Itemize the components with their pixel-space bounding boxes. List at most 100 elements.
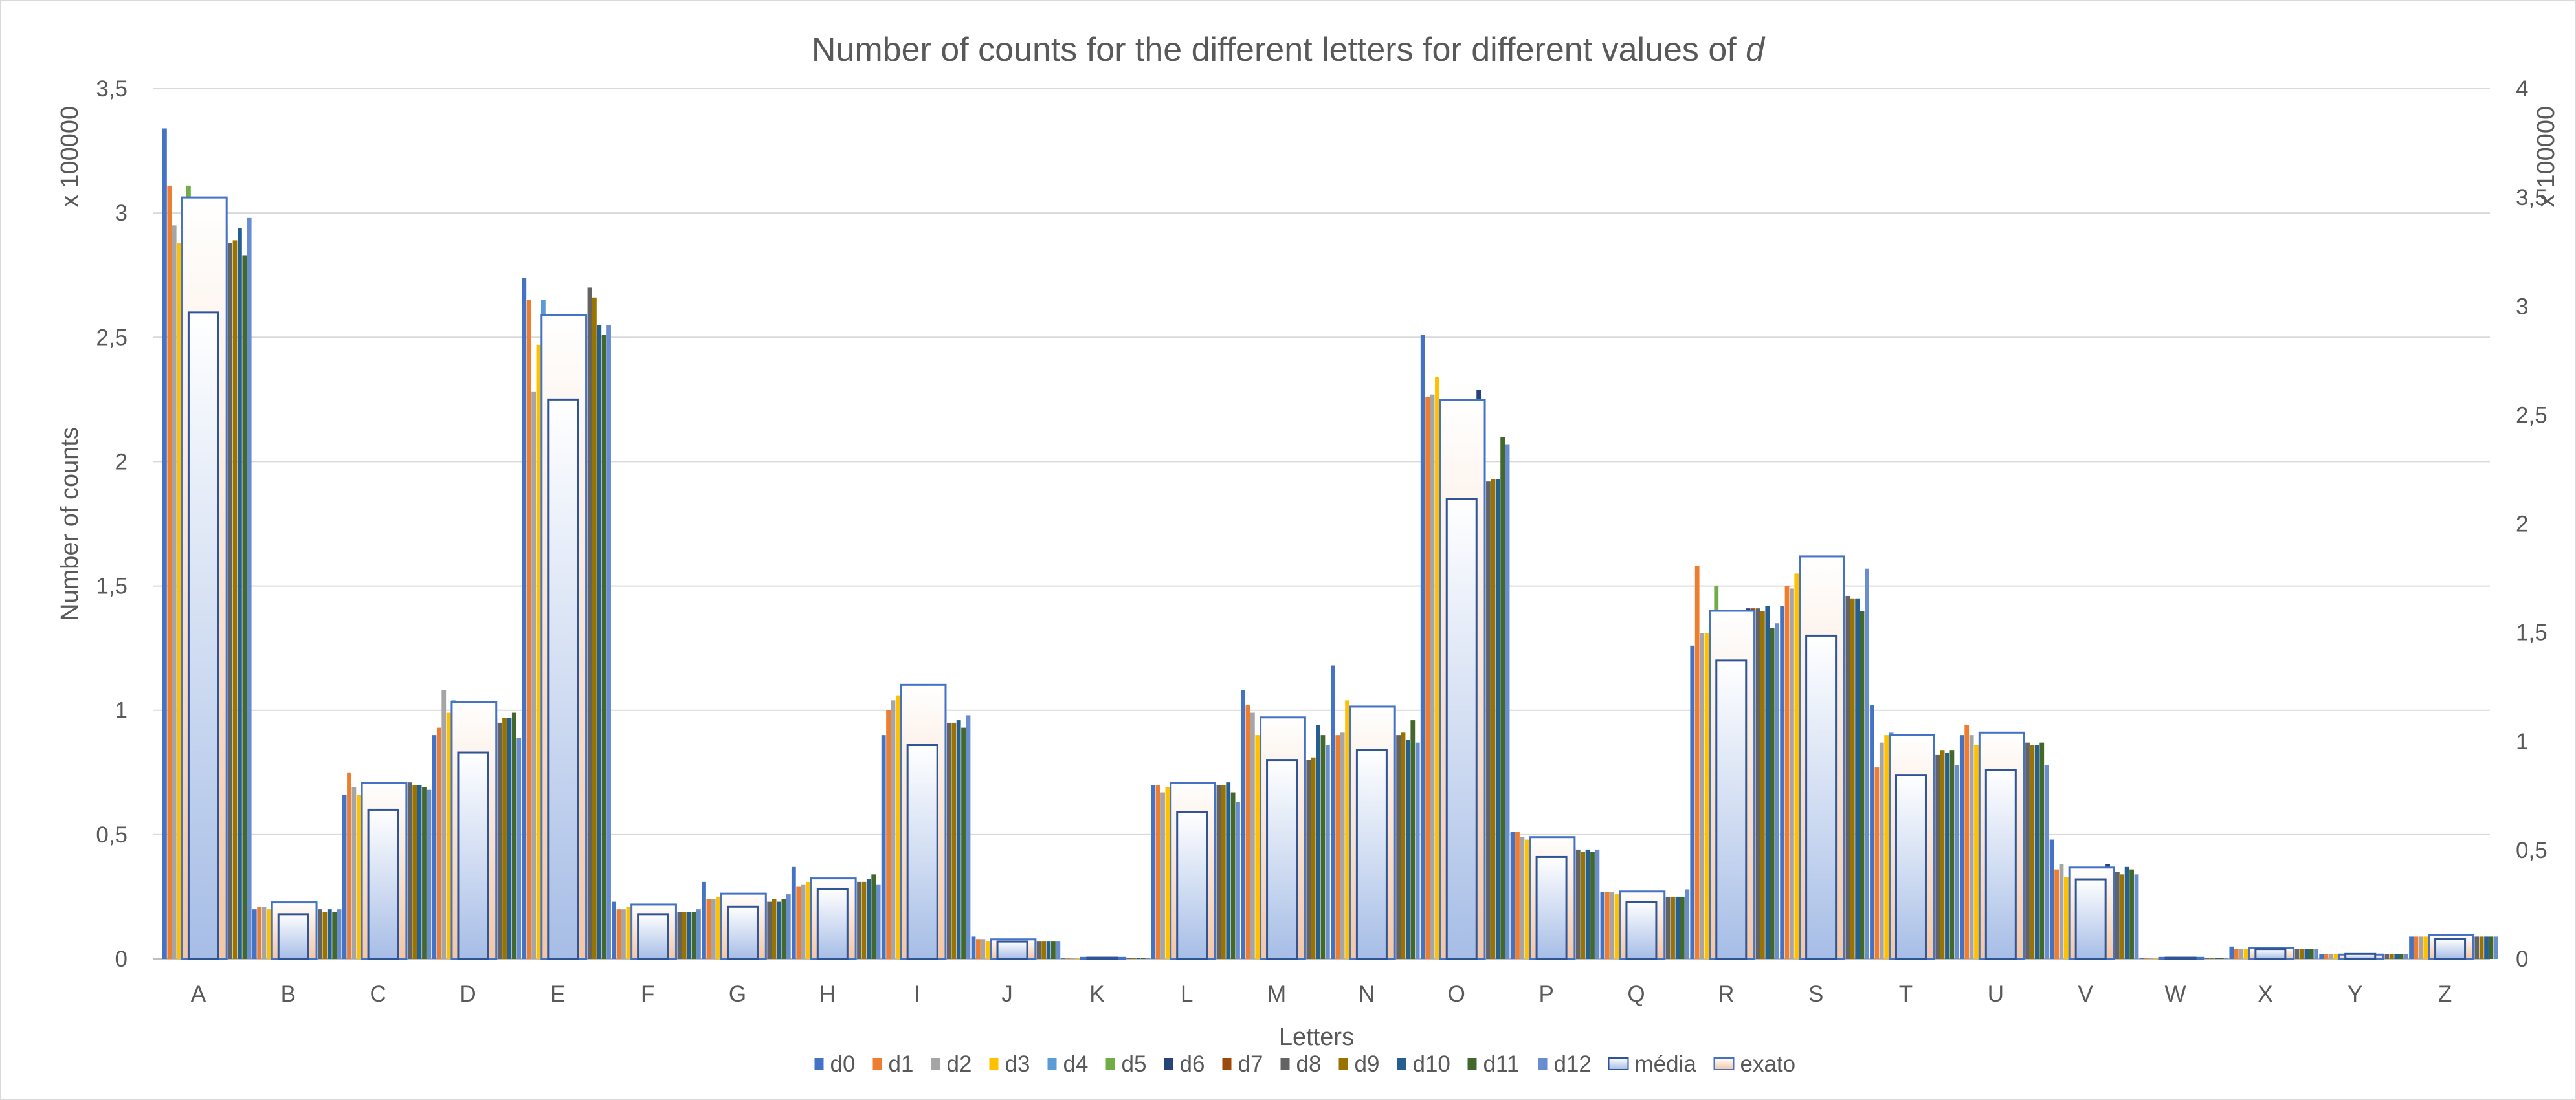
bar-d12-V [2134, 874, 2139, 959]
bar-d10-O [1495, 479, 1500, 959]
bar-d8-K [1126, 958, 1131, 959]
bar-d0-N [1331, 665, 1335, 959]
bar-d8-Q [1665, 896, 1671, 959]
y-tick-label-left: 1,5 [96, 574, 128, 599]
bar-d11-T [1949, 750, 1955, 959]
bar-d9-S [1850, 598, 1855, 959]
bar-d11-X [2309, 949, 2314, 959]
bar-d10-F [687, 911, 692, 959]
bar-d1-Q [1604, 892, 1610, 959]
x-tick-label: Q [1627, 982, 1645, 1007]
bar-d8-P [1575, 849, 1581, 959]
bar-media-F [637, 913, 669, 960]
x-tick-label: W [2165, 982, 2186, 1007]
y-tick-label-right: 4 [2516, 76, 2528, 102]
bar-media-X [2254, 948, 2287, 960]
bar-d8-Z [2474, 936, 2480, 959]
bar-d10-E [597, 325, 602, 959]
bar-d3-O [1435, 377, 1439, 959]
x-tick-label: A [191, 982, 206, 1007]
bar-d11-H [871, 874, 876, 959]
bar-d1-H [796, 886, 801, 959]
y-tick-label-left: 0 [115, 947, 128, 972]
bar-d12-T [1954, 765, 1959, 959]
bar-d10-T [1945, 753, 1949, 959]
y-axis-multiplier-right: x 100000 [2533, 106, 2560, 207]
x-tick-label: P [1538, 982, 1553, 1007]
bar-d11-O [1500, 437, 1505, 959]
bar-d3-K [1075, 958, 1080, 959]
bar-media-H [816, 888, 849, 960]
bar-d2-Y [2329, 954, 2333, 959]
bar-d2-C [351, 787, 357, 959]
x-tick-label: L [1181, 982, 1193, 1007]
bar-d10-K [1136, 958, 1141, 959]
legend-label-d2: d2 [947, 1051, 972, 1077]
bar-d2-L [1160, 792, 1165, 959]
bar-d10-Q [1675, 896, 1680, 959]
bar-d0-L [1151, 785, 1156, 959]
bar-d11-F [691, 911, 696, 959]
bar-d11-L [1230, 792, 1236, 959]
bar-d1-W [2144, 958, 2149, 959]
bar-d12-Z [2493, 936, 2498, 959]
bar-d11-Q [1680, 896, 1685, 959]
bar-d3-A [177, 243, 181, 959]
bar-d3-T [1884, 735, 1889, 959]
bar-d12-D [516, 737, 522, 959]
bar-d2-D [441, 690, 447, 959]
bar-d1-C [347, 772, 351, 959]
bar-d8-J [1036, 941, 1041, 959]
y-tick-label-left: 1 [115, 698, 128, 723]
x-tick-label: H [819, 982, 836, 1007]
y-tick-label-right: 2 [2516, 512, 2528, 537]
legend-swatch-d3 [989, 1058, 999, 1070]
bar-media-P [1535, 855, 1568, 960]
bar-d1-T [1874, 767, 1880, 959]
bar-d9-Q [1671, 896, 1675, 959]
legend-label-exato: exato [1740, 1051, 1796, 1077]
bar-media-K [1086, 956, 1118, 960]
bar-media-V [2074, 878, 2107, 960]
bar-series-group [162, 128, 2498, 960]
bar-media-U [1984, 769, 2017, 960]
bar-d9-O [1491, 479, 1496, 959]
bar-d9-P [1581, 852, 1586, 959]
bar-d9-X [2300, 949, 2304, 959]
bar-d9-K [1131, 958, 1136, 959]
bar-media-Z [2434, 938, 2467, 960]
y-axis-left-ticks: 0 0,5 1 1,5 2 2,5 3 3,5 [96, 76, 128, 972]
bar-d12-C [427, 789, 432, 959]
bar-d12-B [337, 909, 342, 959]
bar-media-J [996, 940, 1028, 960]
bar-d3-U [1974, 745, 1979, 959]
bar-d0-V [2049, 839, 2054, 959]
bar-d9-D [502, 718, 507, 959]
x-tick-label: E [550, 982, 565, 1007]
bar-media-S [1805, 634, 1838, 960]
bar-d2-Z [2418, 936, 2423, 959]
bar-d11-E [601, 335, 606, 959]
x-tick-label: X [2258, 982, 2272, 1007]
y-tick-label-right: 3,5 [2516, 185, 2548, 210]
bar-d2-V [2059, 864, 2064, 959]
legend-swatch-d8 [1280, 1058, 1290, 1070]
y-tick-label-left: 0,5 [96, 822, 128, 848]
bar-d2-S [1790, 588, 1794, 959]
bar-d0-C [342, 795, 347, 959]
bar-d0-X [2229, 946, 2234, 959]
x-tick-label: G [729, 982, 746, 1007]
bar-d8-M [1306, 760, 1311, 959]
chart-title: Number of counts for the different lette… [812, 31, 1766, 69]
bar-d0-U [1959, 735, 1964, 959]
bar-d2-G [711, 899, 716, 959]
y-tick-label-left: 3 [115, 201, 128, 226]
legend-label-d7: d7 [1238, 1051, 1263, 1077]
bar-d1-U [1964, 725, 1970, 959]
bar-d1-A [167, 185, 172, 959]
bar-d0-E [522, 278, 527, 959]
bar-d3-M [1255, 735, 1260, 959]
x-tick-label: B [281, 982, 296, 1007]
bar-d8-H [857, 881, 861, 959]
